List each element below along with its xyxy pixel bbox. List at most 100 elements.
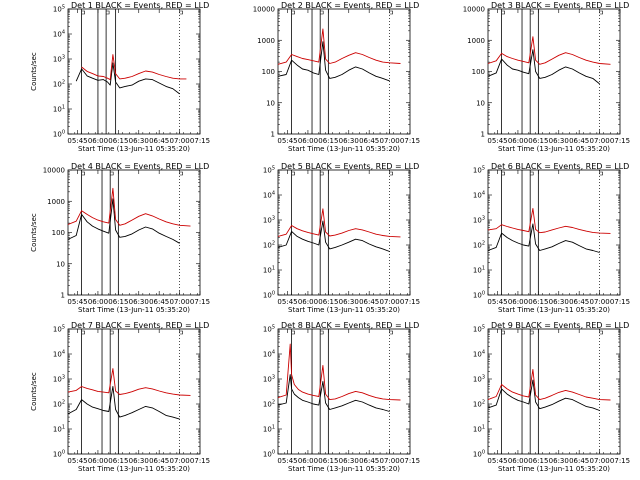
chart-panel-3: Det 3 BLACK = Events, RED = LLD 1 10 100 100…	[463, 1, 630, 153]
x-tick-label: 06:30	[129, 298, 149, 306]
x-tick-label: 07:15	[610, 298, 630, 306]
x-tick-label: 07:00	[589, 298, 609, 306]
series-line-lld	[277, 28, 401, 65]
y-tick-label: 102	[263, 241, 275, 250]
y-tick-label: 103	[473, 375, 485, 384]
x-tick-label: 06:15	[528, 298, 548, 306]
y-tick-label: 102	[263, 400, 275, 409]
y-tick-label: 103	[263, 216, 275, 225]
panel-title: Det 6 BLACK = Events, RED = LLD	[491, 162, 629, 171]
marker-flag	[501, 171, 505, 176]
x-tick-label: 06:15	[528, 457, 548, 465]
y-tick-label: 100	[473, 450, 485, 459]
series-line-events	[487, 379, 600, 411]
x-axis-label: Start Time (13-Jun-11 05:35:20)	[498, 145, 610, 153]
series-line-lld	[487, 36, 611, 65]
marker-flag	[179, 171, 183, 176]
panel-title: Det 7 BLACK = Events, RED = LLD	[71, 321, 209, 330]
x-tick-label: 07:00	[589, 137, 609, 145]
marker-flag	[501, 10, 505, 15]
y-tick-label: 104	[53, 30, 65, 39]
y-tick-label: 101	[53, 425, 65, 434]
x-tick-label: 07:00	[169, 298, 189, 306]
x-tick-label: 06:30	[549, 298, 569, 306]
x-tick-label: 05:45	[487, 298, 507, 306]
y-tick-label: 100	[263, 450, 275, 459]
x-tick-label: 07:00	[379, 137, 399, 145]
x-tick-label: 06:15	[108, 298, 128, 306]
marker-flag	[389, 171, 393, 176]
x-tick-label: 06:00	[88, 298, 108, 306]
marker-flag	[320, 171, 324, 176]
x-axis-label: Start Time (13-Jun-11 05:35:20)	[498, 306, 610, 314]
marker-flag	[110, 171, 114, 176]
marker-flag	[291, 10, 295, 15]
series-line-events	[487, 49, 600, 85]
marker-flag	[179, 330, 183, 335]
x-axis-label: Start Time (13-Jun-11 05:35:20)	[78, 465, 190, 473]
series-line-lld	[67, 368, 191, 396]
series-line-lld	[487, 207, 611, 234]
x-tick-label: 06:15	[108, 137, 128, 145]
x-tick-label: 06:00	[508, 137, 528, 145]
x-axis-label: Start Time (13-Jun-11 05:35:20)	[78, 306, 190, 314]
x-tick-label: 06:00	[298, 457, 318, 465]
x-tick-label: 07:15	[610, 137, 630, 145]
chart-panel-7: Det 7 BLACK = Events, RED = LLD 100 101 102…	[30, 321, 210, 473]
y-tick-label: 10	[476, 99, 485, 107]
y-tick-label: 101	[263, 425, 275, 434]
y-tick-label: 1000	[257, 37, 275, 45]
x-tick-label: 06:00	[88, 137, 108, 145]
series-line-events	[277, 374, 390, 412]
y-tick-label: 101	[473, 266, 485, 275]
y-tick-label: 105	[53, 5, 65, 14]
x-tick-label: 06:30	[549, 137, 569, 145]
y-tick-label: 105	[473, 325, 485, 334]
marker-flag	[291, 330, 295, 335]
y-tick-label: 1000	[467, 37, 485, 45]
panel-title: Det 2 BLACK = Events, RED = LLD	[281, 1, 419, 10]
x-tick-label: 06:00	[298, 137, 318, 145]
x-tick-label: 06:15	[108, 457, 128, 465]
marker-flag	[599, 171, 603, 176]
y-tick-label: 10000	[253, 6, 275, 14]
x-tick-label: 06:15	[318, 137, 338, 145]
x-tick-label: 06:45	[569, 137, 589, 145]
x-tick-label: 05:45	[487, 457, 507, 465]
x-tick-label: 05:45	[67, 457, 87, 465]
series-line-events	[67, 198, 180, 244]
series-line-lld	[67, 187, 191, 227]
y-tick-label: 1000	[47, 198, 65, 206]
y-tick-label: 10	[266, 99, 275, 107]
x-tick-label: 06:30	[129, 457, 149, 465]
y-tick-label: 1	[271, 131, 275, 139]
y-tick-label: 104	[53, 350, 65, 359]
chart-panel-2: Det 2 BLACK = Events, RED = LLD 1 10 100 100…	[253, 1, 420, 153]
x-tick-label: 06:45	[359, 137, 379, 145]
x-tick-label: 05:45	[277, 457, 297, 465]
y-tick-label: 100	[52, 229, 65, 237]
x-tick-label: 07:00	[379, 298, 399, 306]
marker-flag	[501, 330, 505, 335]
x-tick-label: 05:45	[67, 137, 87, 145]
x-tick-label: 05:45	[67, 298, 87, 306]
y-tick-label: 103	[53, 55, 65, 64]
x-tick-label: 05:45	[277, 298, 297, 306]
x-tick-label: 06:30	[129, 137, 149, 145]
marker-flag	[530, 171, 534, 176]
chart-panel-6: Det 6 BLACK = Events, RED = LLD 100 101 102…	[473, 162, 630, 314]
series-line-events	[277, 41, 390, 82]
plot-frame	[67, 328, 201, 455]
y-tick-label: 104	[263, 350, 275, 359]
y-tick-label: 104	[263, 191, 275, 200]
x-tick-label: 06:30	[339, 298, 359, 306]
x-tick-label: 07:00	[169, 457, 189, 465]
chart-panel-8: Det 8 BLACK = Events, RED = LLD 100 101 102…	[263, 321, 420, 473]
panel-title: Det 1 BLACK = Events, RED = LLD	[71, 1, 209, 10]
x-tick-label: 06:45	[359, 457, 379, 465]
y-tick-label: 100	[472, 68, 485, 76]
y-tick-label: 102	[473, 241, 485, 250]
y-tick-label: 105	[53, 325, 65, 334]
y-tick-label: 100	[263, 291, 275, 300]
marker-flag	[81, 10, 85, 15]
